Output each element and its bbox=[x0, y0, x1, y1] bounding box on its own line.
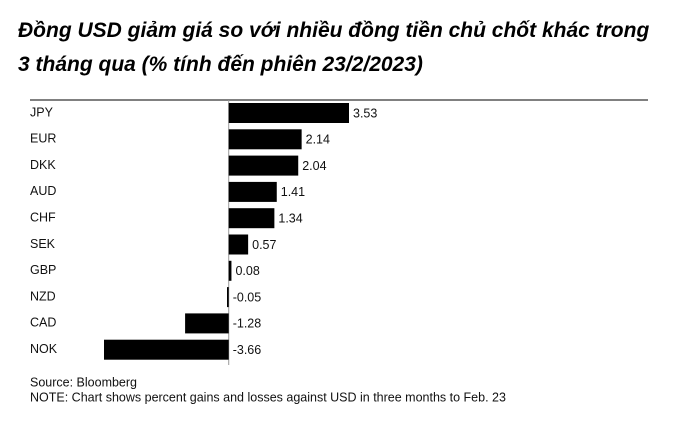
category-label: EUR bbox=[30, 132, 56, 146]
category-label: SEK bbox=[30, 237, 56, 251]
bar bbox=[228, 234, 249, 255]
value-label: 0.08 bbox=[235, 264, 259, 278]
value-label: 1.41 bbox=[281, 185, 305, 199]
note: NOTE: Chart shows percent gains and loss… bbox=[30, 390, 506, 404]
bar bbox=[227, 287, 229, 308]
bar bbox=[228, 181, 277, 202]
bar bbox=[228, 129, 302, 150]
bar bbox=[104, 339, 229, 360]
source: Source: Bloomberg bbox=[30, 375, 137, 389]
category-label: NZD bbox=[30, 289, 56, 303]
value-label: 2.14 bbox=[306, 133, 330, 147]
value-label: 3.53 bbox=[353, 106, 377, 120]
value-label: 1.34 bbox=[278, 211, 302, 225]
category-label: JPY bbox=[30, 105, 54, 119]
bar bbox=[228, 208, 275, 229]
category-label: CHF bbox=[30, 210, 56, 224]
category-label: DKK bbox=[30, 158, 56, 172]
bar bbox=[228, 103, 349, 123]
value-label: -0.05 bbox=[233, 290, 262, 304]
value-label: 2.04 bbox=[302, 159, 326, 173]
value-label: -3.66 bbox=[233, 343, 262, 357]
chart-title: Đồng USD giảm giá so với nhiều đồng tiền… bbox=[18, 19, 650, 76]
value-label: -1.28 bbox=[233, 317, 262, 331]
bar bbox=[228, 155, 299, 176]
value-label: 0.57 bbox=[252, 238, 276, 252]
bar bbox=[185, 313, 229, 334]
bar bbox=[228, 260, 232, 281]
category-label: NOK bbox=[30, 342, 58, 356]
category-label: GBP bbox=[30, 263, 56, 277]
category-label: CAD bbox=[30, 316, 56, 330]
category-label: AUD bbox=[30, 184, 56, 198]
